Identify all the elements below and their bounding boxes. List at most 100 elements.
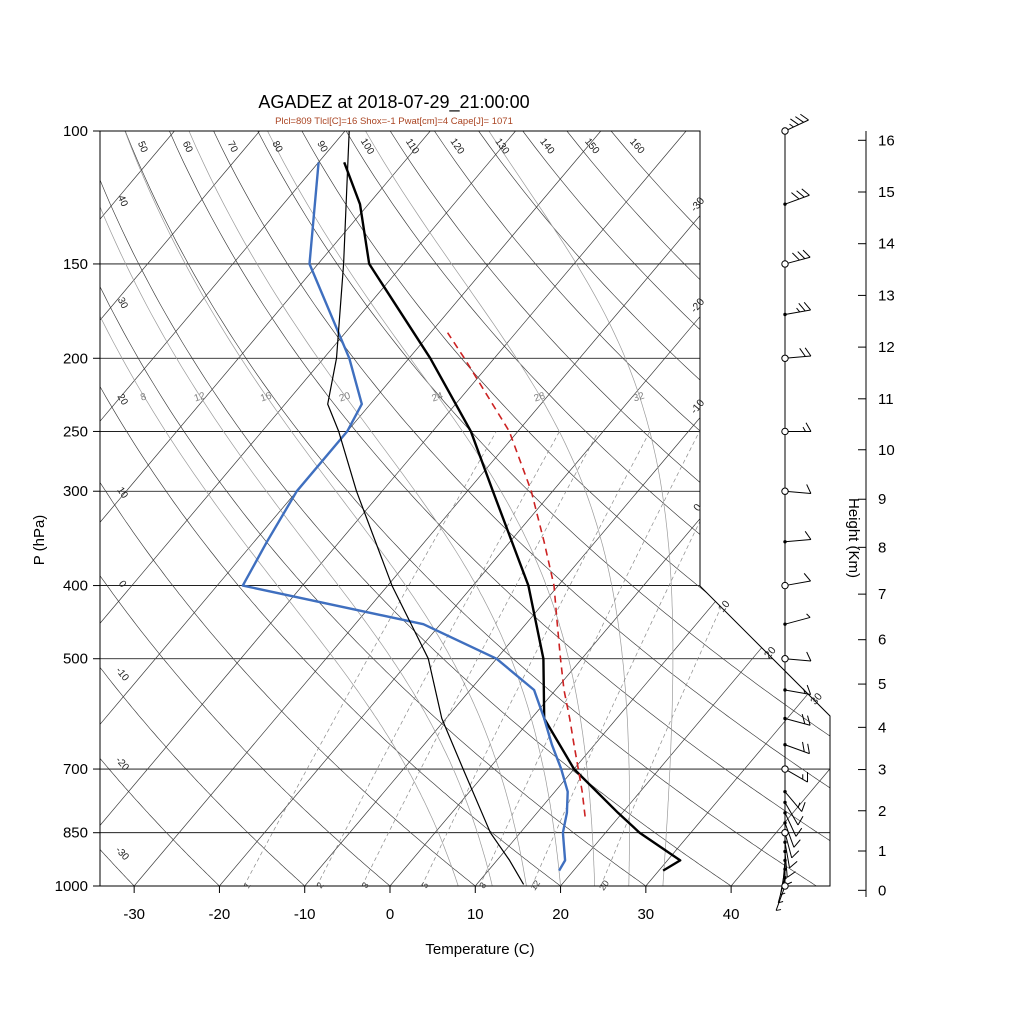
isotherm-line: [100, 131, 431, 886]
barb-full: [804, 347, 812, 357]
barb-full: [802, 249, 811, 258]
barb-full: [804, 531, 812, 540]
height-tick-label: 9: [878, 491, 886, 508]
temperature-tick-label: 20: [552, 906, 569, 923]
barb-full: [798, 302, 806, 312]
height-tick-label: 5: [878, 676, 886, 693]
barb-staff: [784, 718, 811, 726]
barb-staff: [777, 877, 786, 903]
mixing-ratio-label: 2: [315, 880, 326, 890]
dry-adiabat-label: 110: [403, 137, 421, 157]
pressure-tick-label: 300: [63, 483, 88, 500]
height-tick-label: 8: [878, 539, 886, 556]
isotherm-line: [100, 131, 687, 886]
moist-adiabat-label: 8: [139, 391, 148, 403]
mixing-ratio-line: [243, 431, 497, 886]
temperature-tick-label: -30: [123, 906, 145, 923]
dry-adiabat-line: [478, 131, 830, 886]
barb-staff: [784, 832, 793, 858]
station-dot: [783, 800, 787, 805]
barb-staff: [784, 539, 811, 543]
station-circle: [781, 765, 789, 773]
isotherm-line: [219, 131, 830, 886]
barb-full: [791, 192, 800, 200]
height-tick-label: 2: [878, 803, 886, 820]
barb-half: [806, 613, 811, 618]
station-circle: [781, 487, 789, 495]
temperature-axis-title: Temperature (C): [425, 941, 534, 958]
dry-adiabat-line: [100, 131, 476, 886]
wind-barb-column: [775, 113, 812, 911]
barb-half: [802, 426, 806, 432]
dry-adiabat-line: [610, 131, 830, 886]
dry-adiabat-label: 70: [225, 139, 240, 154]
isotherm-label: 30: [808, 691, 825, 708]
isotherm-label: -30: [688, 195, 707, 214]
temperature-tick-label: 0: [386, 906, 394, 923]
dry-adiabat-label: 80: [269, 139, 284, 154]
barb-staff: [784, 194, 810, 205]
barb-staff: [784, 490, 811, 494]
station-dot: [783, 688, 787, 692]
barb-full: [807, 743, 810, 754]
isotherm-line: [304, 131, 830, 886]
temperature-curve: [343, 161, 682, 872]
station-dot: [783, 312, 787, 317]
dry-adiabat-line: [100, 131, 732, 886]
barb-full: [796, 190, 805, 198]
barb-full: [801, 802, 806, 812]
barb-staff: [775, 885, 786, 911]
sounding-curves: [241, 131, 682, 885]
barb-half: [797, 802, 801, 808]
station-dot: [783, 867, 787, 871]
station-dot: [783, 858, 787, 863]
pressure-axis-title: P (hPa): [31, 515, 48, 566]
moist-adiabat-line: [267, 131, 596, 886]
barb-full: [806, 684, 812, 695]
isotherm-line: [100, 131, 602, 886]
station-circle: [781, 354, 789, 362]
barb-half: [803, 688, 806, 694]
isotherm-line: [100, 131, 346, 886]
barb-full: [801, 188, 810, 196]
mixing-ratio-label: 20: [597, 878, 611, 892]
mixing-ratio-label: 5: [419, 880, 430, 890]
pressure-tick-label: 250: [63, 423, 88, 440]
parcel-curve: [446, 332, 586, 817]
barb-full: [786, 871, 796, 878]
height-tick-label: 10: [878, 442, 895, 459]
moist-adiabat-label: 16: [259, 390, 273, 404]
barb-full: [797, 816, 804, 826]
moist-adiabat-label: 32: [632, 390, 646, 404]
barb-full: [795, 827, 803, 837]
mixing-ratio-line: [531, 431, 745, 886]
station-dot: [783, 622, 787, 626]
moist-adiabat-line: [365, 131, 630, 886]
temperature-tick-label: -10: [294, 906, 316, 923]
isotherm-label: -20: [688, 296, 707, 315]
pressure-tick-label: 100: [63, 123, 88, 140]
pressure-tick-label: 1000: [55, 878, 88, 895]
dry-adiabat-line: [100, 131, 305, 886]
barb-full: [806, 651, 812, 662]
temperature-tick-label: 40: [723, 906, 740, 923]
barb-full: [801, 714, 806, 724]
pressure-tick-label: 150: [63, 256, 88, 273]
station-circle: [781, 882, 789, 890]
station-dot: [783, 840, 787, 844]
barb-staff: [784, 744, 810, 755]
dry-adiabat-line: [100, 131, 220, 886]
barb-full: [803, 301, 811, 311]
isotherm-label: 0: [691, 502, 704, 514]
dry-adiabat-line: [434, 131, 830, 886]
barb-staff: [784, 119, 809, 132]
height-tick-label: 0: [878, 882, 886, 899]
station-dot: [783, 540, 787, 544]
barb-full: [789, 861, 798, 869]
height-tick-label: 3: [878, 762, 886, 779]
station-dot: [783, 743, 787, 747]
dry-adiabat-line: [100, 131, 391, 886]
